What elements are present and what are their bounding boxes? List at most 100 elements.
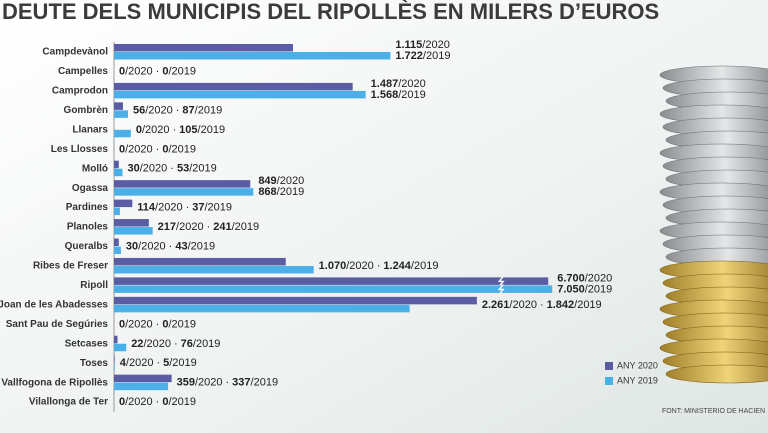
value-label: 56/2020 · 87/2019 [133,104,222,116]
category-label: Les Llosses [51,144,109,155]
value-suffix: /2020 [140,163,168,175]
value: 1.722 [395,50,423,62]
value-suffix: /2019 [277,186,305,198]
value-suffix: /2019 [251,377,279,389]
value-suffix: /2020 [145,104,173,116]
separator: · [207,221,211,233]
value: 105 [179,124,197,136]
value-suffix: /2020 [422,39,450,51]
bar [114,304,410,313]
separator: · [176,104,180,116]
value-suffix: /2019 [205,202,233,214]
value-suffix: /2020 [176,221,204,233]
separator: · [226,377,230,389]
bar [114,355,115,363]
value-suffix: /2019 [169,357,197,369]
legend-swatch [605,377,613,385]
value-label: 1.115/2020 [395,39,449,51]
bar [114,374,172,383]
value-suffix: /2019 [168,65,196,77]
separator: · [174,338,178,350]
value: 30 [126,240,138,252]
value-label: 1.568/2019 [371,89,426,101]
value-label: 849/2020 [258,175,304,187]
value-label: 0/2020 · 105/2019 [136,124,225,136]
value: 1.568 [371,89,399,101]
value: 76 [181,338,193,350]
category-label: Llanars [72,124,108,135]
value: 87 [182,104,194,116]
value: 1.115 [395,39,422,51]
legend-label: ANY 2019 [617,375,658,385]
category-label: Molló [82,163,108,174]
value-suffix: /2019 [195,104,223,116]
value-label: 0/2020 · 0/2019 [119,65,196,77]
value-suffix: /2020 [277,175,305,187]
category-label: Camprodon [52,86,108,97]
bar [114,199,133,208]
value: 0 [162,65,168,77]
bar [114,160,119,169]
value-suffix: /2020 [125,396,153,408]
category-label: Ripoll [80,280,108,291]
value-label: 0/2020 · 0/2019 [119,396,196,408]
value-suffix: /2019 [189,163,217,175]
bar [114,335,118,344]
bar [114,90,366,99]
value: 0 [119,396,125,408]
axis-break [497,283,505,295]
value-suffix: /2020 [398,78,426,90]
separator: · [186,202,190,214]
category-label: Planoles [67,222,109,233]
value: 1.842 [547,299,575,311]
bar [114,382,169,391]
value: 849 [258,175,276,187]
separator: · [156,143,160,155]
value-suffix: /2020 [585,272,613,284]
bar [114,363,115,371]
bar [114,265,314,274]
value: 1.070 [319,260,347,272]
coin-stack [659,65,768,384]
coin [665,364,768,384]
value: 0 [162,396,168,408]
category-label: Campdevànol [42,47,108,58]
value: 22 [131,338,143,350]
value: 1.244 [383,260,411,272]
bar [114,168,123,177]
separator: · [377,260,381,272]
value-suffix: /2019 [585,283,613,295]
legend-swatch [605,362,613,370]
bar [114,188,254,196]
value-label: 1.722/2019 [395,50,450,62]
value-label: 22/2020 · 76/2019 [131,338,220,350]
bar [114,227,153,235]
value-suffix: /2019 [398,89,426,101]
bar [114,129,131,138]
chart-title: DEUTE DELS MUNICIPIS DEL RIPOLLÈS EN MIL… [2,0,659,24]
value-suffix: /2019 [198,124,226,136]
value: 0 [119,65,125,77]
value: 37 [192,202,204,214]
value-label: 1.070/2020 · 1.244/2019 [319,260,439,272]
value: 0 [119,143,125,155]
bar [114,180,251,188]
value: 114 [137,202,156,214]
value-label: 0/2020 · 0/2019 [119,318,196,330]
value-label: 0/2020 · 0/2019 [119,143,196,155]
bar [114,296,477,305]
category-label: Ogassa [72,183,109,194]
value: 1.487 [371,78,399,90]
category-label: Toses [80,358,109,369]
category-label: Gombrèn [64,105,108,116]
separator: · [540,299,544,311]
value-label: 30/2020 · 43/2019 [126,240,215,252]
value-suffix: /2020 [346,260,374,272]
bar [114,52,391,60]
value-suffix: /2019 [168,396,196,408]
value-suffix: /2020 [125,143,153,155]
source: FONT: MINISTERIO DE HACIEN [662,408,765,415]
